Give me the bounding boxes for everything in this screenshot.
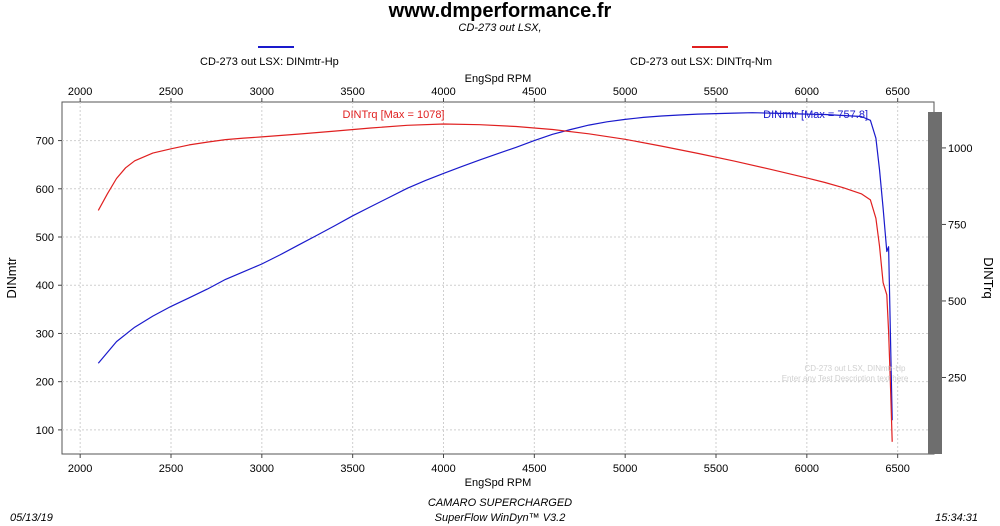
x-tick-label-top: 4500 xyxy=(522,86,546,98)
x-tick-label-top: 5500 xyxy=(704,86,728,98)
plot-area xyxy=(61,101,935,455)
software-label: SuperFlow WinDyn™ V3.2 xyxy=(434,512,566,524)
axis-labels: 2000 2000 2500 2500 3000 3000 3500 3500 4000 4000… xyxy=(4,73,996,489)
x-axis-label-bottom: EngSpd RPM xyxy=(465,477,532,489)
site-title: www.dmperformance.fr xyxy=(388,0,612,22)
x-tick-label-bottom: 2000 xyxy=(68,463,92,475)
axis-ticks xyxy=(58,98,946,458)
chart-subtitle: CD-273 out LSX, xyxy=(458,22,542,34)
y-tick-label-right: 750 xyxy=(948,219,966,231)
y-tick-label-left: 400 xyxy=(36,280,54,292)
x-tick-label-bottom: 6500 xyxy=(885,463,909,475)
y-tick-label-right: 1000 xyxy=(948,143,972,155)
y-axis-label-right: DINTrq xyxy=(981,257,996,298)
vehicle-label: CAMARO SUPERCHARGED xyxy=(427,497,573,509)
series-group xyxy=(97,112,893,442)
x-tick-label-top: 4000 xyxy=(431,86,455,98)
grid-lines xyxy=(62,102,934,454)
series-line-torque xyxy=(97,123,893,442)
y-tick-label-left: 100 xyxy=(36,425,54,437)
x-tick-label-bottom: 5000 xyxy=(613,463,637,475)
x-tick-label-bottom: 4000 xyxy=(431,463,455,475)
x-tick-label-bottom: 2500 xyxy=(159,463,183,475)
y-tick-label-left: 700 xyxy=(36,136,54,148)
x-tick-label-bottom: 6000 xyxy=(795,463,819,475)
series-line-power xyxy=(97,112,893,421)
time-label: 15:34:31 xyxy=(935,512,978,524)
y-tick-label-left: 200 xyxy=(36,377,54,389)
watermark-line-2: Enter any Test Description text here xyxy=(782,374,909,383)
date-label: 05/13/19 xyxy=(10,512,53,524)
legend-label-power: CD-273 out LSX: DINmtr-Hp xyxy=(200,56,339,68)
x-tick-label-top: 3500 xyxy=(340,86,364,98)
legend-swatch-power xyxy=(258,46,294,48)
watermark-line-1: CD-273 out LSX, DINmtr-Hp xyxy=(805,364,906,373)
annotation-torque-max: DINTrq [Max = 1078] xyxy=(343,109,445,121)
legend-swatch-torque xyxy=(692,46,728,48)
y-axis-label-left: DINmtr xyxy=(4,257,19,299)
y-tick-label-right: 250 xyxy=(948,372,966,384)
x-tick-label-bottom: 3500 xyxy=(340,463,364,475)
x-tick-label-top: 3000 xyxy=(250,86,274,98)
right-axis-band xyxy=(928,112,942,454)
x-tick-label-top: 2000 xyxy=(68,86,92,98)
y-tick-label-left: 600 xyxy=(36,184,54,196)
x-axis-label-top: EngSpd RPM xyxy=(465,73,532,85)
x-tick-label-bottom: 4500 xyxy=(522,463,546,475)
x-tick-label-top: 5000 xyxy=(613,86,637,98)
annotation-power-max: DINmtr [Max = 757.8] xyxy=(763,109,868,121)
y-tick-label-right: 500 xyxy=(948,296,966,308)
x-tick-label-top: 2500 xyxy=(159,86,183,98)
x-tick-label-top: 6500 xyxy=(885,86,909,98)
y-tick-label-left: 500 xyxy=(36,232,54,244)
x-tick-label-top: 6000 xyxy=(795,86,819,98)
x-tick-label-bottom: 5500 xyxy=(704,463,728,475)
x-tick-label-bottom: 3000 xyxy=(250,463,274,475)
legend-label-torque: CD-273 out LSX: DINTrq-Nm xyxy=(630,56,773,68)
y-tick-label-left: 300 xyxy=(36,328,54,340)
